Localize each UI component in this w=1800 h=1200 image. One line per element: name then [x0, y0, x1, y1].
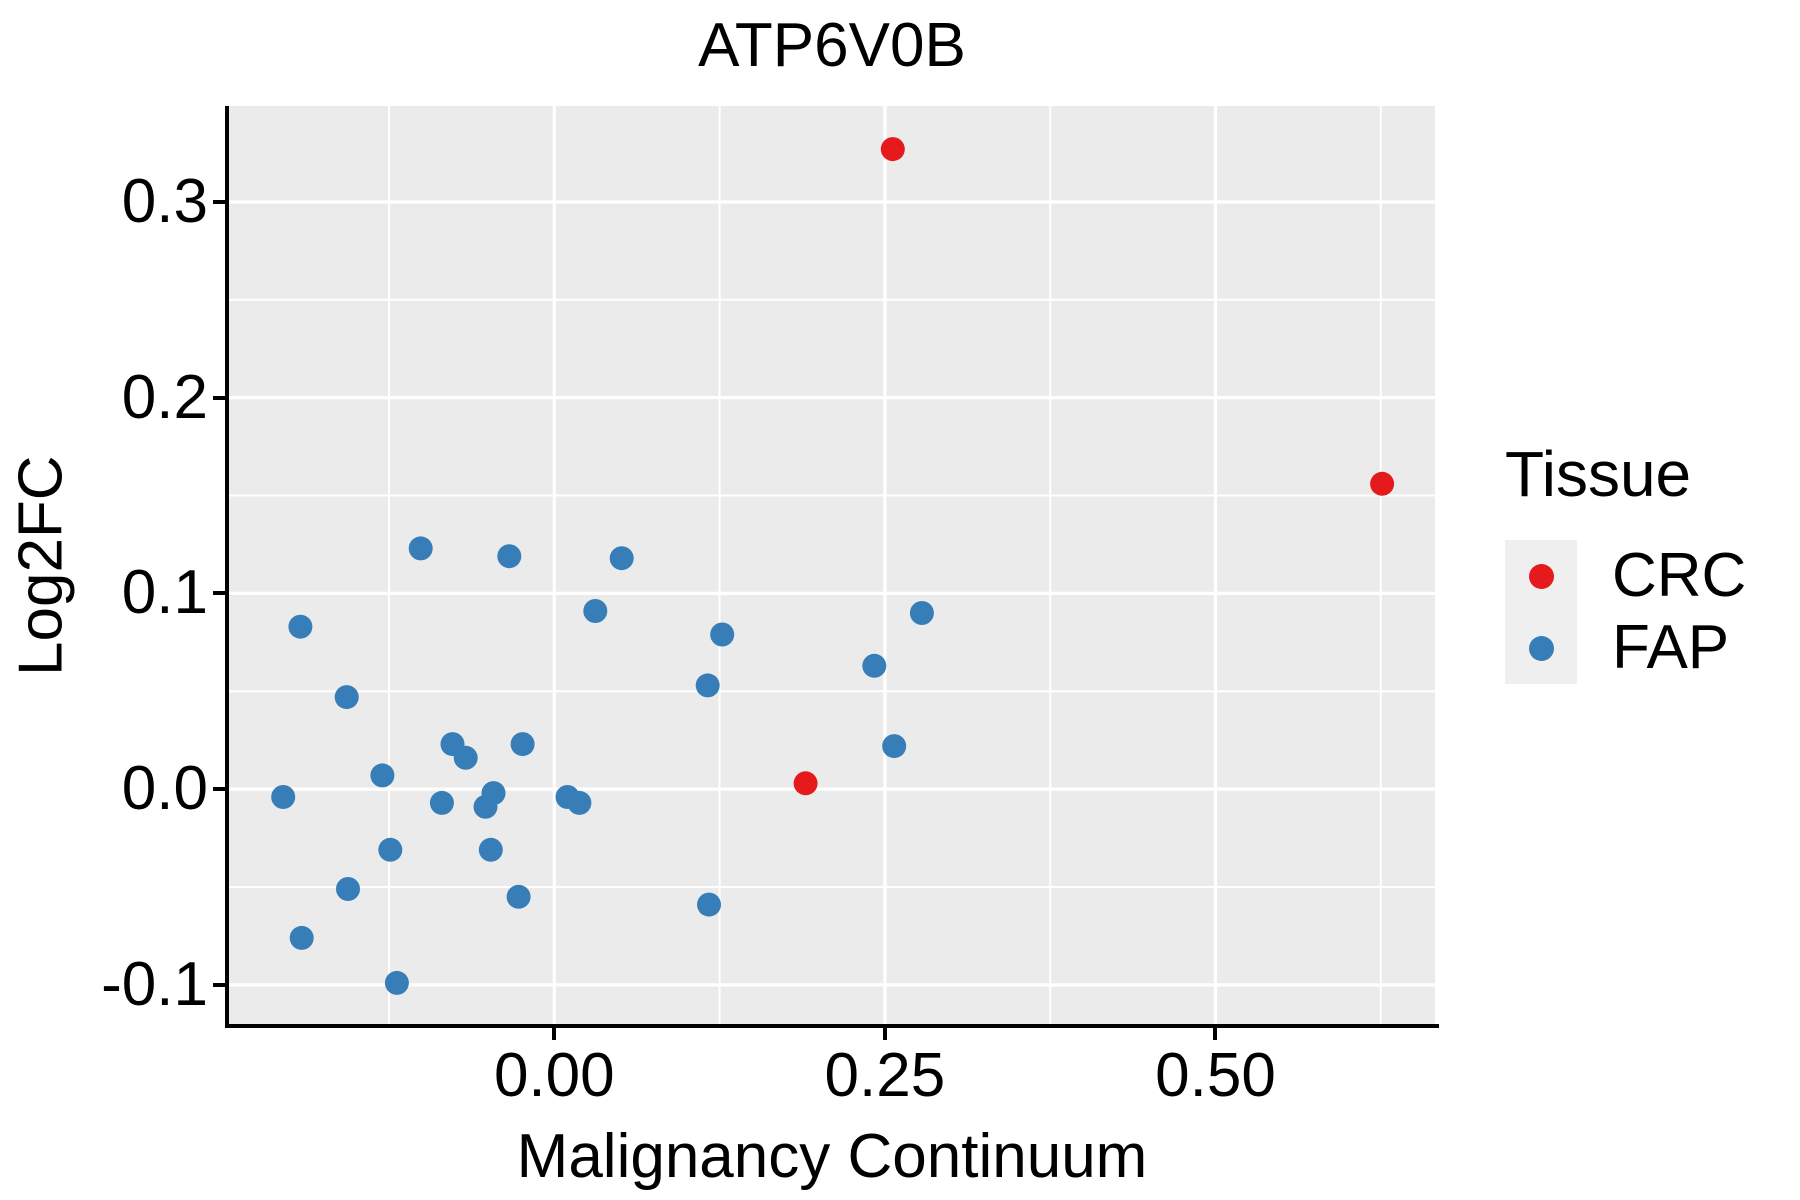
data-point-fap — [473, 794, 498, 819]
x-tick-label: 0.25 — [824, 1041, 946, 1110]
data-point-fap — [271, 785, 296, 809]
legend-entry-fap: FAP — [1505, 612, 1746, 684]
scatter-canvas — [229, 106, 1435, 1026]
legend-key — [1505, 540, 1577, 612]
x-tick-label: 0.00 — [493, 1041, 615, 1110]
data-point-fap — [429, 790, 454, 815]
y-tick-mark — [213, 199, 225, 204]
data-point-fap — [609, 546, 634, 571]
data-point-fap — [408, 536, 433, 561]
data-point-fap — [697, 892, 721, 917]
data-point-crc — [880, 137, 905, 162]
data-point-fap — [478, 837, 503, 862]
data-point-fap — [882, 734, 907, 759]
data-point-fap — [695, 673, 720, 698]
data-point-fap — [710, 622, 735, 647]
data-point-fap — [378, 837, 403, 862]
data-point-fap — [497, 544, 522, 569]
data-point-fap — [288, 614, 313, 639]
y-tick-mark — [213, 982, 225, 987]
x-tick-mark — [882, 1028, 887, 1040]
plot-title: ATP6V0B — [698, 11, 966, 80]
data-point-fap — [510, 732, 535, 757]
x-tick-mark — [1213, 1028, 1218, 1040]
legend-label: CRC — [1612, 541, 1747, 610]
x-tick-mark — [552, 1028, 557, 1040]
legend-point-icon — [1528, 563, 1554, 589]
y-axis-line — [225, 106, 229, 1028]
data-point-fap — [453, 745, 478, 770]
y-tick-mark — [213, 395, 225, 400]
legend-entry-crc: CRC — [1505, 540, 1746, 612]
y-tick-label: -0.1 — [101, 949, 208, 1019]
legend-title: Tissue — [1505, 438, 1692, 510]
legend-label: FAP — [1612, 613, 1730, 682]
data-point-fap — [289, 925, 314, 950]
y-tick-label: 0.3 — [121, 166, 208, 236]
data-point-fap — [370, 763, 395, 788]
legend-entries: CRC FAP — [1505, 540, 1746, 684]
data-point-fap — [567, 790, 592, 815]
data-point-fap — [384, 970, 409, 995]
y-tick-label: 0.2 — [121, 362, 208, 432]
y-tick-mark — [213, 787, 225, 792]
y-tick-label: 0.1 — [121, 558, 208, 628]
y-tick-label: 0.0 — [121, 754, 208, 824]
data-point-crc — [1370, 471, 1395, 496]
legend-point-icon — [1528, 635, 1554, 661]
data-point-fap — [909, 601, 934, 625]
data-point-fap — [506, 884, 531, 909]
legend-key — [1505, 612, 1577, 684]
x-axis-line — [225, 1024, 1439, 1028]
y-tick-mark — [213, 591, 225, 596]
data-point-fap — [336, 877, 360, 901]
data-point-crc — [793, 771, 818, 796]
plot-panel — [229, 106, 1435, 1026]
data-point-fap — [862, 653, 887, 678]
x-tick-label: 0.50 — [1155, 1041, 1276, 1110]
x-axis-title: Malignancy Continuum — [516, 1122, 1148, 1191]
legend: Tissue CRC FAP — [1505, 440, 1746, 684]
data-point-fap — [583, 599, 608, 623]
data-point-fap — [334, 685, 359, 710]
